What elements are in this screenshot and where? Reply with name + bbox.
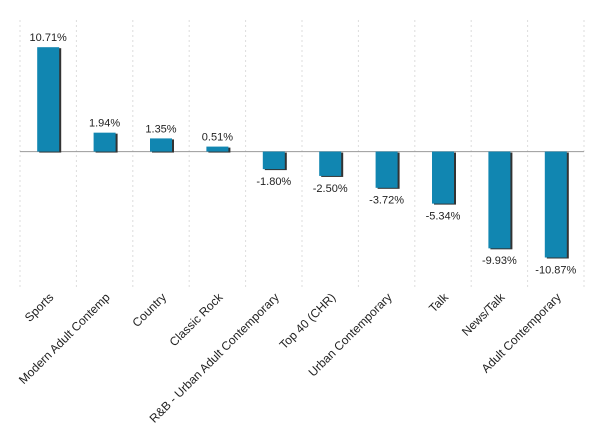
data-label: -2.50% [313,183,348,195]
x-tick-label: Modern Adult Contemp [16,290,113,387]
bar [488,151,511,249]
data-label: -5.34% [426,211,461,223]
x-tick-label: Sports [22,290,56,324]
bar [319,151,342,176]
bar [93,132,116,152]
data-label: -3.72% [369,195,404,207]
bar [544,151,567,258]
data-label: -9.93% [482,255,517,267]
data-label: 1.35% [145,123,176,135]
x-tick-label: Talk [426,290,452,316]
data-label: -10.87% [535,264,576,276]
bar [206,146,229,152]
data-label: -1.80% [256,176,291,188]
bar [375,151,398,188]
bar [432,151,454,204]
x-tick-label: Country [130,290,170,330]
data-label: 1.94% [89,118,120,130]
x-tick-label: Top 40 (CHR) [277,290,339,352]
data-label: 0.51% [202,131,233,143]
bar [262,151,285,170]
x-tick-label: Classic Rock [167,290,227,350]
data-label: 10.71% [30,32,68,44]
bar [150,138,172,152]
x-tick-label: News/Talk [459,290,508,339]
bar [37,47,60,152]
